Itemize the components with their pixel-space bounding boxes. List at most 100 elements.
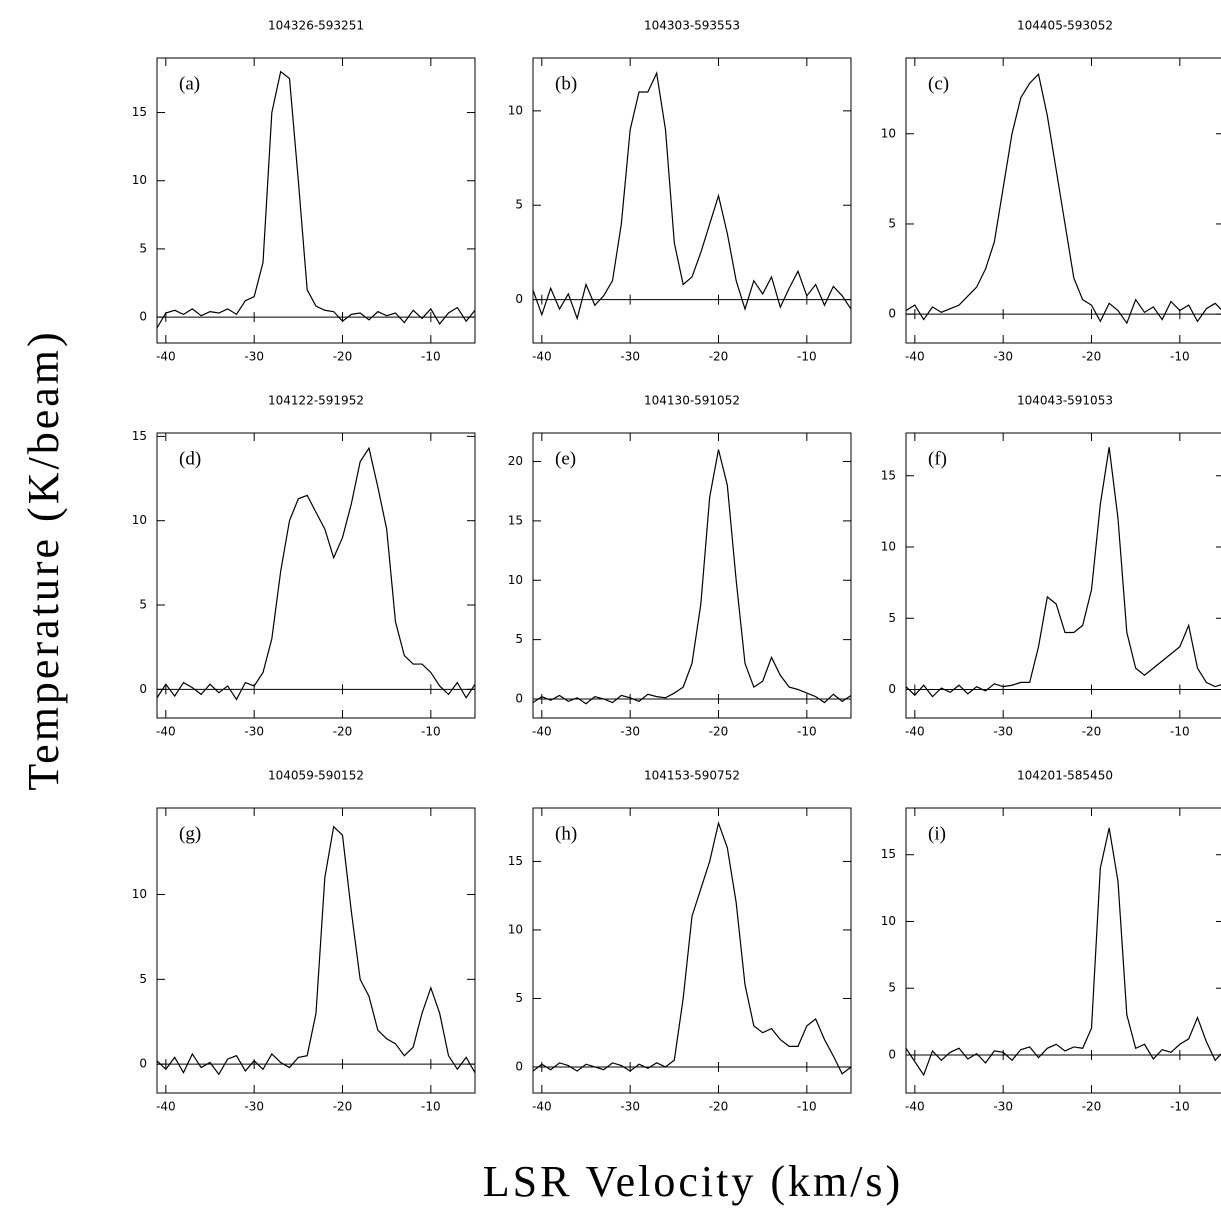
y-tick-label: 5 [515,991,523,1005]
x-tick-label: -20 [1082,1100,1102,1114]
x-tick-label: -10 [797,1100,817,1114]
panel: 104122-591952 (d) -40 -30 -20 -10 0 5 10 15 [132,394,476,739]
spectrum-line [156,446,476,701]
x-tick-label: -30 [620,350,640,364]
panel-label: (h) [555,823,577,844]
plot-frame [156,432,476,719]
panel-title: 104326-593251 [268,19,364,33]
y-tick-label: 15 [881,847,896,861]
spectrum-line [905,73,1221,325]
panel-title: 104405-593052 [1017,19,1113,33]
y-tick-label: 0 [888,307,896,321]
x-tick-label: -40 [156,1100,176,1114]
y-tick-label: 5 [515,198,523,212]
panel-label: (d) [179,448,201,469]
panel-label: (g) [179,823,201,844]
y-tick-label: 0 [888,1047,896,1061]
plot-frame [532,807,852,1094]
plot-frame [905,57,1221,344]
x-tick-label: -10 [1170,725,1190,739]
plot-frame [532,57,852,344]
panel-title: 104043-591053 [1017,394,1113,408]
y-tick-label: 0 [515,1059,523,1073]
x-tick-label: -40 [905,1100,925,1114]
x-tick-label: -30 [244,350,264,364]
panel: 104130-591052 (e) -40 -30 -20 -10 0 5 10 15 20 [508,394,852,739]
x-tick-label: -10 [421,350,441,364]
spectrum-line [532,820,852,1075]
panel: 104153-590752 (h) -40 -30 -20 -10 0 5 10 15 [508,769,852,1114]
y-tick-label: 10 [881,540,896,554]
y-tick-label: 10 [881,914,896,928]
y-tick-label: 0 [139,682,147,696]
y-tick-label: 5 [888,981,896,995]
x-tick-label: -30 [993,350,1013,364]
x-tick-label: -40 [905,350,925,364]
y-tick-label: 15 [508,513,523,527]
panel-title: 104201-585450 [1017,769,1113,783]
panel: 104201-585450 (i) -40 -30 -20 -10 0 5 10 15 [881,769,1221,1114]
spectrum-line [532,71,852,321]
x-tick-label: -20 [709,350,729,364]
x-tick-label: -10 [1170,350,1190,364]
y-tick-label: 10 [132,887,147,901]
y-axis-label: Temperature (K/beam) [19,329,68,790]
y-tick-label: 5 [139,972,147,986]
x-tick-label: -20 [1082,350,1102,364]
y-tick-label: 10 [132,173,147,187]
panel-label: (c) [928,73,949,94]
y-tick-label: 0 [139,1057,147,1071]
y-tick-label: 15 [508,854,523,868]
spectrum-line [156,825,476,1076]
panel-title: 104153-590752 [644,769,740,783]
panel: 104059-590152 (g) -40 -30 -20 -10 0 5 10 [132,769,476,1114]
y-tick-label: 15 [132,429,147,443]
y-tick-label: 20 [508,454,523,468]
x-tick-label: -30 [244,1100,264,1114]
x-tick-label: -40 [905,725,925,739]
x-tick-label: -40 [156,350,176,364]
x-tick-label: -20 [333,350,353,364]
y-tick-label: 0 [515,292,523,306]
panel: 104326-593251 (a) -40 -30 -20 -10 0 5 10 15 [132,19,476,364]
x-tick-label: -10 [421,725,441,739]
spectrum-line [905,447,1221,698]
y-tick-label: 10 [508,573,523,587]
y-tick-label: 5 [888,611,896,625]
panel-title: 104303-593553 [644,19,740,33]
panel: 104405-593052 (c) -40 -30 -20 -10 0 5 10 [881,19,1221,364]
plot-frame [156,807,476,1094]
x-tick-label: -40 [532,350,552,364]
panel: 104303-593553 (b) -40 -30 -20 -10 0 5 10 [508,19,852,364]
x-tick-label: -10 [421,1100,441,1114]
panel-label: (b) [555,73,577,94]
y-tick-label: 15 [132,105,147,119]
plot-frame [905,432,1221,719]
spectrum-line [532,449,852,705]
x-tick-label: -40 [532,1100,552,1114]
panel-label: (a) [179,73,200,94]
y-tick-label: 10 [881,126,896,140]
y-tick-label: 0 [139,310,147,324]
panel-title: 104122-591952 [268,394,364,408]
y-tick-label: 15 [881,468,896,482]
panel: 104043-591053 (f) -40 -30 -20 -10 0 5 10 15 [881,394,1221,739]
x-tick-label: -20 [709,725,729,739]
y-tick-label: 5 [515,632,523,646]
panel-label: (i) [928,823,946,844]
x-tick-label: -10 [797,725,817,739]
panel-title: 104059-590152 [268,769,364,783]
x-tick-label: -30 [993,1100,1013,1114]
x-tick-label: -20 [709,1100,729,1114]
x-tick-label: -20 [333,725,353,739]
x-tick-label: -30 [620,725,640,739]
y-tick-label: 10 [508,922,523,936]
x-tick-label: -20 [1082,725,1102,739]
y-tick-label: 5 [888,216,896,230]
plot-frame [156,57,476,344]
plot-frame [905,807,1221,1094]
x-tick-label: -40 [532,725,552,739]
x-tick-label: -40 [156,725,176,739]
y-tick-label: 10 [508,103,523,117]
